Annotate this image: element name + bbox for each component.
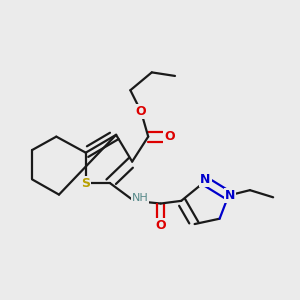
Text: NH: NH [132, 193, 148, 203]
Text: O: O [136, 105, 146, 118]
Text: O: O [155, 219, 166, 232]
Text: N: N [200, 173, 211, 186]
Text: N: N [225, 189, 236, 202]
Text: S: S [81, 177, 90, 190]
Text: O: O [164, 130, 175, 143]
